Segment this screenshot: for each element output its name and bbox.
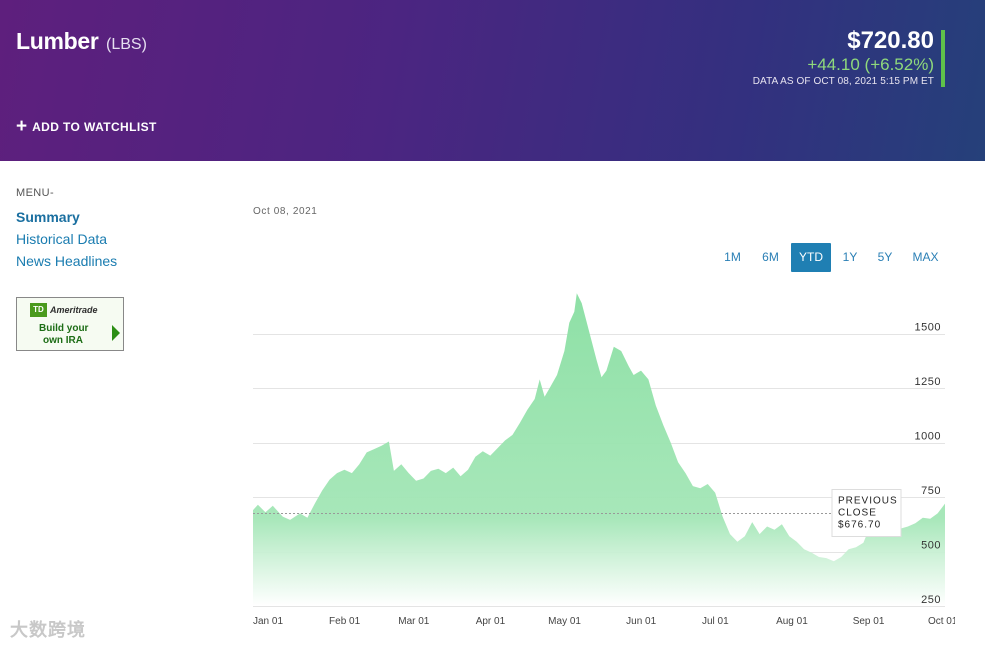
add-to-watchlist-label: ADD TO WATCHLIST [32, 120, 157, 134]
menu-title: MENU- [16, 187, 55, 199]
previous-close-label: PREVIOUS CLOSE $676.70 [831, 489, 902, 537]
x-tick-label: Jun 01 [626, 616, 656, 627]
range-6m-button[interactable]: 6M [762, 250, 779, 264]
plus-icon: + [16, 116, 28, 137]
x-tick-label: Jul 01 [702, 616, 729, 627]
ad-brand: Ameritrade [50, 305, 98, 315]
instrument-unit: (LBS) [106, 36, 147, 53]
range-1y-button[interactable]: 1Y [842, 250, 858, 264]
menu-item-summary[interactable]: Summary [16, 209, 80, 225]
range-max-button[interactable]: MAX [912, 250, 939, 264]
previous-close-value: $676.70 [838, 520, 881, 531]
price-area [253, 293, 945, 606]
x-axis: Jan 01 Feb 01 Mar 01 Apr 01 May 01 Jun 01 Jul … [253, 616, 955, 627]
td-ameritrade-ad[interactable]: TD Ameritrade Build your own IRA [16, 297, 124, 351]
instrument-name: Lumber [16, 28, 99, 54]
watermark: 大数跨境 [10, 620, 86, 640]
previous-close-text-2: CLOSE [838, 508, 877, 519]
change-indicator-bar [941, 30, 945, 87]
x-tick-label: May 01 [548, 616, 581, 627]
data-timestamp: DATA AS OF OCT 08, 2021 5:15 PM ET [752, 76, 934, 87]
y-tick-label: 250 [921, 594, 941, 606]
x-tick-label: Mar 01 [398, 616, 430, 627]
range-ytd-button[interactable]: YTD [791, 243, 831, 272]
side-menu: Summary Historical Data News Headlines [16, 209, 117, 275]
ad-headline-2: own IRA [43, 335, 83, 346]
x-tick-label: Oct 01 [928, 616, 955, 627]
previous-close-box [831, 489, 902, 537]
y-tick-label: 500 [921, 540, 941, 552]
y-tick-label: 1250 [915, 376, 941, 388]
td-ameritrade-logo: TD Ameritrade [30, 303, 98, 317]
y-tick-label: 1500 [915, 322, 941, 334]
x-tick-label: Feb 01 [329, 616, 361, 627]
x-tick-label: Jan 01 [253, 616, 283, 627]
y-tick-label: 1000 [915, 431, 941, 443]
chart-date: Oct 08, 2021 [253, 206, 318, 217]
range-selector: 1M 6M YTD 1Y 5Y MAX [715, 243, 950, 272]
range-5y-button[interactable]: 5Y [877, 250, 893, 264]
ad-headline-1: Build your [39, 323, 89, 334]
play-arrow-icon [112, 325, 120, 341]
x-tick-label: Apr 01 [476, 616, 506, 627]
x-tick-label: Aug 01 [776, 616, 808, 627]
quote-header: Lumber (LBS) + ADD TO WATCHLIST $720.80 … [0, 0, 985, 161]
menu-item-news-headlines[interactable]: News Headlines [16, 253, 118, 269]
price-chart: 250 500 750 1000 1250 1500 Jan 01 Feb 01 Mar 01… [253, 293, 955, 627]
last-price: $720.80 [847, 27, 934, 54]
add-to-watchlist-button[interactable]: + ADD TO WATCHLIST [16, 116, 157, 137]
y-tick-label: 750 [921, 485, 941, 497]
x-tick-label: Sep 01 [853, 616, 885, 627]
range-1m-button[interactable]: 1M [724, 250, 741, 264]
quote-summary: $720.80 +44.10 (+6.52%) DATA AS OF OCT 0… [752, 27, 934, 88]
y-axis: 250 500 750 1000 1250 1500 [915, 322, 941, 606]
menu-item-historical-data[interactable]: Historical Data [16, 231, 108, 247]
previous-close-text-1: PREVIOUS [838, 496, 898, 507]
price-change: +44.10 (+6.52%) [807, 55, 934, 74]
td-logo-mark: TD [30, 303, 47, 317]
instrument-title: Lumber (LBS) [16, 28, 147, 55]
